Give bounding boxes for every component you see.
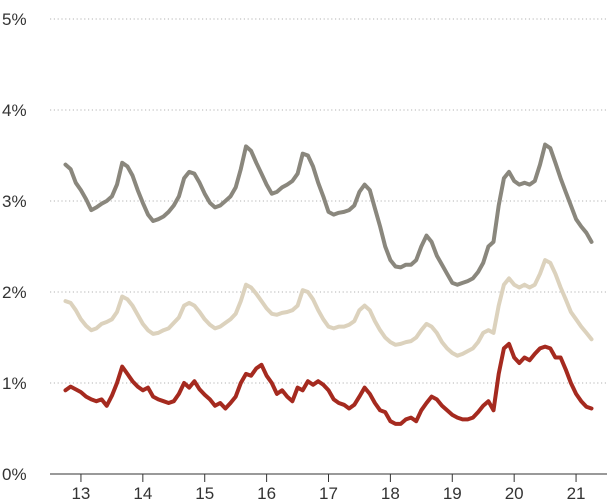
y-tick-label: 2% — [2, 283, 27, 302]
x-tick-label: 15 — [195, 484, 214, 503]
y-tick-label: 0% — [2, 465, 27, 484]
x-tick-label: 16 — [257, 484, 276, 503]
y-axis-tick-labels: 0% 1% 2% 3% 4% 5% — [2, 10, 27, 484]
y-tick-label: 4% — [2, 101, 27, 120]
series-line-1 — [63, 142, 594, 287]
x-axis-tick-labels: 13 14 15 16 17 18 19 20 21 — [71, 484, 585, 503]
series-layer — [63, 142, 594, 426]
y-tick-label: 3% — [2, 192, 27, 211]
x-tick-label: 20 — [505, 484, 524, 503]
x-tick-label: 18 — [381, 484, 400, 503]
x-tick-label: 19 — [443, 484, 462, 503]
gridlines — [50, 18, 607, 384]
x-tick-label: 13 — [71, 484, 90, 503]
x-tick-label: 17 — [319, 484, 338, 503]
series-line-3 — [63, 341, 594, 426]
x-tick-label: 14 — [133, 484, 152, 503]
y-tick-label: 1% — [2, 374, 27, 393]
x-tick-label: 21 — [567, 484, 586, 503]
y-tick-label: 5% — [2, 10, 27, 29]
x-axis-ticks — [80, 474, 577, 482]
series-line-2 — [63, 258, 594, 358]
